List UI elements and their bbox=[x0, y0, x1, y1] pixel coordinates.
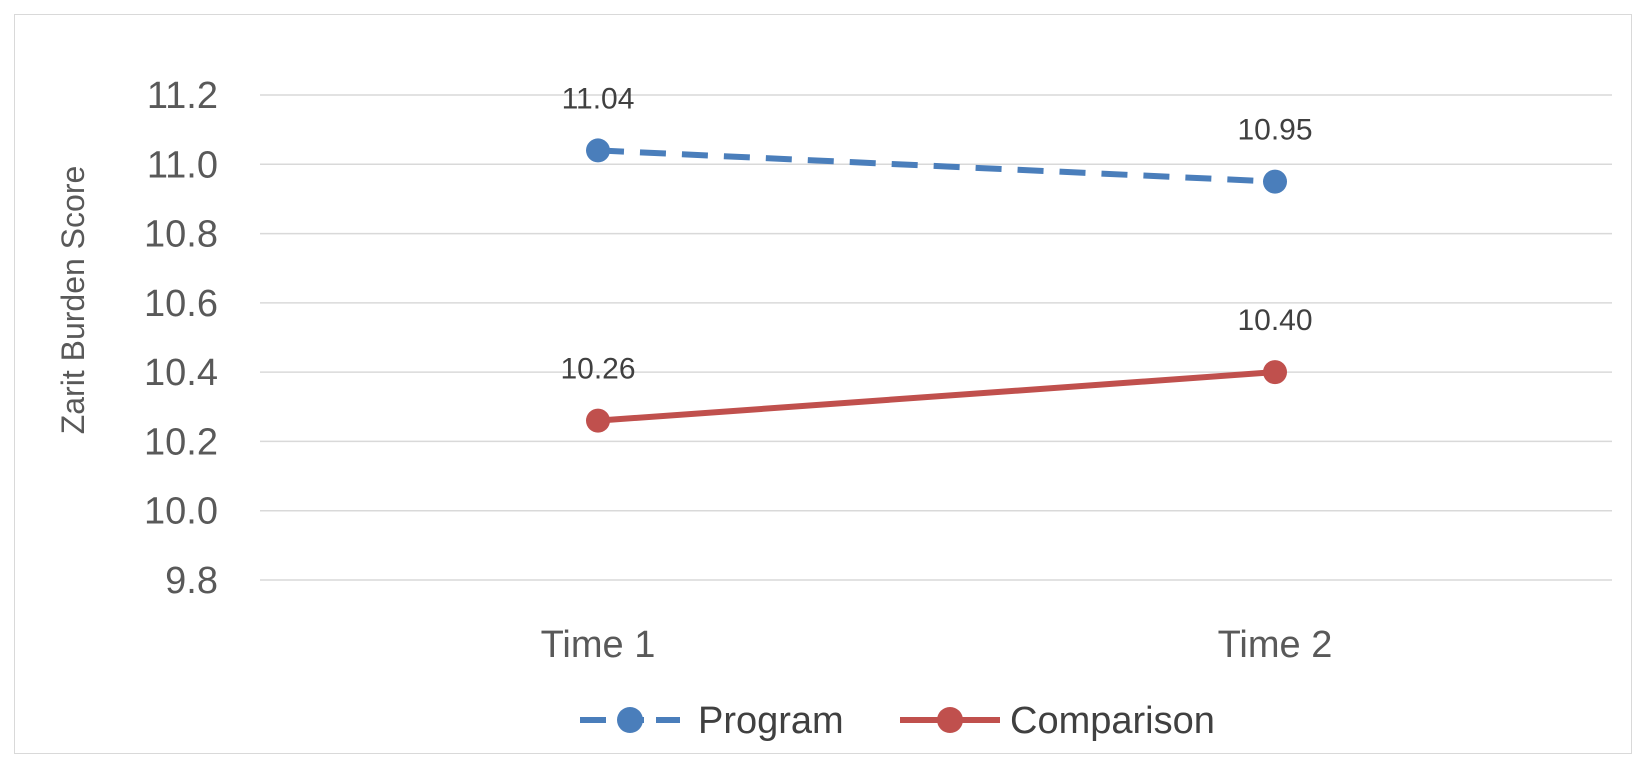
gridlines bbox=[260, 94, 1612, 581]
y-tick-label: 11.0 bbox=[147, 144, 218, 186]
data-label: 10.40 bbox=[1237, 304, 1312, 337]
y-tick-label: 11.2 bbox=[147, 75, 218, 117]
series-program bbox=[586, 138, 1287, 194]
y-tick-label: 10.4 bbox=[144, 352, 218, 394]
x-tick-label: Time 1 bbox=[541, 624, 656, 666]
y-tick-label: 10.6 bbox=[144, 283, 218, 325]
legend-label: Program bbox=[698, 700, 844, 742]
data-point bbox=[1263, 169, 1287, 194]
y-axis-ticks: 9.8 10.0 10.2 10.4 10.6 10.8 11.0 11.2 bbox=[144, 75, 218, 602]
series bbox=[586, 138, 1287, 433]
y-tick-label: 10.2 bbox=[144, 421, 218, 463]
x-axis-ticks: Time 1 Time 2 bbox=[541, 624, 1333, 666]
data-label: 10.95 bbox=[1237, 114, 1312, 147]
legend-item-comparison: Comparison bbox=[900, 700, 1215, 742]
data-label: 11.04 bbox=[562, 82, 635, 115]
chart-frame bbox=[14, 14, 1632, 754]
series-comparison bbox=[586, 360, 1287, 433]
data-point bbox=[586, 138, 610, 163]
y-axis-title: Zarit Burden Score bbox=[55, 166, 91, 435]
legend: Program Comparison bbox=[580, 700, 1215, 742]
legend-label: Comparison bbox=[1010, 700, 1215, 742]
data-point bbox=[586, 408, 610, 433]
data-labels: 11.04 10.95 10.26 10.40 bbox=[560, 82, 1312, 385]
y-tick-label: 10.0 bbox=[144, 491, 218, 533]
y-tick-label: 10.8 bbox=[144, 214, 218, 256]
legend-marker bbox=[937, 707, 963, 733]
data-point bbox=[1263, 360, 1287, 385]
legend-marker bbox=[617, 707, 643, 733]
data-label: 10.26 bbox=[560, 353, 635, 386]
y-tick-label: 9.8 bbox=[165, 560, 218, 602]
x-tick-label: Time 2 bbox=[1218, 624, 1333, 666]
legend-item-program: Program bbox=[580, 700, 844, 742]
series-line bbox=[597, 147, 1276, 185]
series-line bbox=[597, 369, 1276, 424]
